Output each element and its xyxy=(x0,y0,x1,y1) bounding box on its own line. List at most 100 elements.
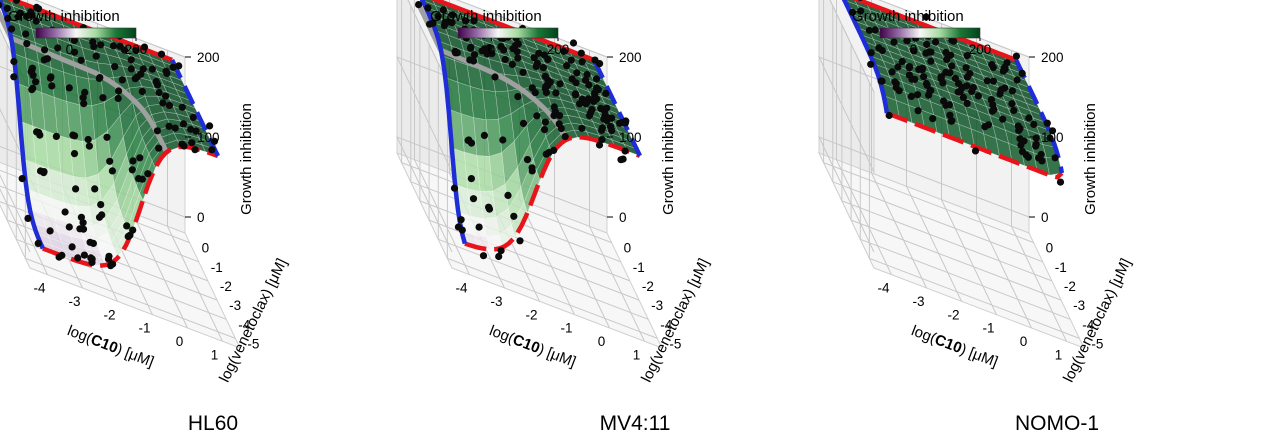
data-point xyxy=(157,50,166,58)
data-point xyxy=(450,184,459,192)
colorbar-title: Growth inhibition xyxy=(430,8,542,25)
data-point xyxy=(210,137,219,145)
data-point xyxy=(592,75,601,83)
x-tick-label: -4 xyxy=(877,281,889,296)
y-tick-label: -4 xyxy=(1082,317,1094,332)
x-tick-label: 1 xyxy=(1055,347,1063,362)
data-point xyxy=(907,92,916,100)
data-point xyxy=(69,131,77,139)
z-axis-label: Growth inhibition xyxy=(238,103,255,215)
data-point xyxy=(148,65,156,73)
z-tick-label: 100 xyxy=(197,130,220,145)
data-point xyxy=(951,74,960,82)
data-point xyxy=(1048,127,1057,135)
data-point xyxy=(65,84,73,92)
y-tick-label: 0 xyxy=(624,241,632,256)
data-point xyxy=(33,3,41,11)
data-point xyxy=(469,57,478,65)
data-point xyxy=(165,122,173,130)
data-point xyxy=(621,147,629,155)
data-point xyxy=(983,77,992,85)
data-point xyxy=(1014,122,1022,130)
data-point xyxy=(544,78,552,86)
data-point xyxy=(578,124,586,132)
data-point xyxy=(1030,120,1038,128)
data-point xyxy=(939,79,947,87)
data-point xyxy=(596,60,604,68)
z-tick-label: 0 xyxy=(1041,210,1049,225)
data-point xyxy=(516,237,524,245)
x-tick-label: 1 xyxy=(633,347,641,362)
data-point xyxy=(80,251,88,259)
data-point xyxy=(52,132,61,140)
data-point xyxy=(154,81,162,89)
panel-title: HL60 xyxy=(188,412,238,435)
data-point xyxy=(95,213,104,221)
data-point xyxy=(530,54,538,62)
y-tick-label: -4 xyxy=(660,317,672,332)
x-tick-label: -1 xyxy=(138,321,150,336)
data-point xyxy=(857,0,863,2)
colorbar-tick-label: 0 xyxy=(910,42,918,57)
data-point xyxy=(497,247,505,255)
data-point xyxy=(945,101,954,109)
data-point xyxy=(1008,87,1017,95)
data-point xyxy=(120,46,129,54)
data-point xyxy=(24,214,32,222)
data-point xyxy=(571,90,580,98)
data-point xyxy=(491,73,499,81)
data-point xyxy=(1046,134,1054,142)
data-point xyxy=(206,122,214,130)
data-point xyxy=(180,142,188,150)
edge-line-venetoclax-low xyxy=(886,111,1064,180)
data-points xyxy=(415,1,630,261)
data-point xyxy=(483,50,491,58)
data-point xyxy=(188,139,196,147)
data-point xyxy=(79,94,87,102)
data-point xyxy=(508,60,516,68)
data-point xyxy=(108,167,116,175)
data-point xyxy=(971,147,980,155)
data-point xyxy=(573,69,581,77)
colorbar-title: Growth inhibition xyxy=(852,8,964,25)
data-point xyxy=(974,92,983,100)
data-point xyxy=(187,125,195,133)
data-point xyxy=(54,44,62,52)
data-point xyxy=(597,104,605,112)
data-point xyxy=(144,170,152,178)
y-tick-label: -2 xyxy=(220,279,232,294)
data-point xyxy=(175,62,183,70)
y-tick-label: -2 xyxy=(1064,279,1076,294)
data-point xyxy=(124,232,132,241)
data-point xyxy=(608,114,616,122)
data-point xyxy=(47,73,55,81)
data-point xyxy=(535,49,543,57)
data-point xyxy=(72,185,80,193)
data-point xyxy=(989,101,997,109)
data-point xyxy=(989,77,998,85)
data-point xyxy=(12,0,21,4)
data-point xyxy=(31,78,40,86)
data-point xyxy=(448,19,456,27)
data-point xyxy=(528,167,536,175)
data-point xyxy=(959,93,968,101)
data-point xyxy=(1018,69,1026,77)
data-point xyxy=(79,219,87,227)
data-point xyxy=(551,108,559,116)
data-point xyxy=(923,40,931,49)
data-point xyxy=(894,63,902,71)
data-point xyxy=(927,57,935,65)
data-point xyxy=(424,4,432,12)
data-point xyxy=(867,60,875,68)
data-point xyxy=(999,115,1007,123)
data-point xyxy=(97,41,105,49)
data-point xyxy=(118,76,126,84)
data-point xyxy=(10,73,18,81)
z-tick-label: 200 xyxy=(1041,50,1064,65)
data-point xyxy=(598,136,606,144)
data-point xyxy=(68,243,76,251)
data-point xyxy=(208,146,216,154)
data-point xyxy=(603,104,611,112)
